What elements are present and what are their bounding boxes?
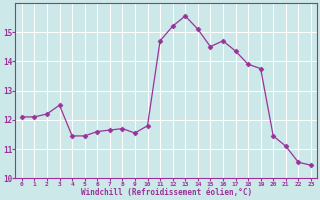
- X-axis label: Windchill (Refroidissement éolien,°C): Windchill (Refroidissement éolien,°C): [81, 188, 252, 197]
